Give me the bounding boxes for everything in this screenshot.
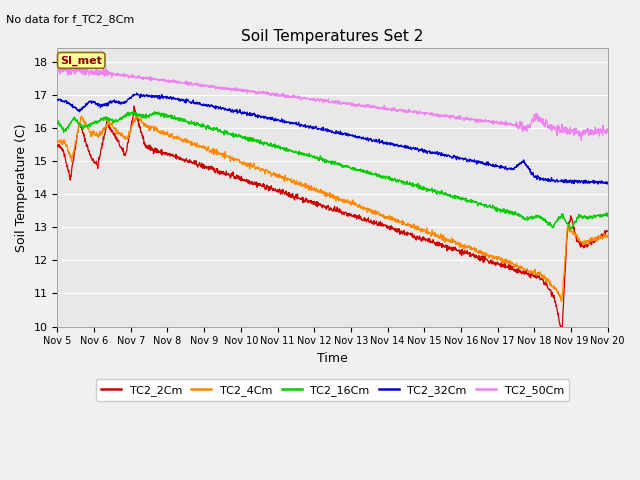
- Text: No data for f_TC2_8Cm: No data for f_TC2_8Cm: [6, 14, 134, 25]
- Text: SI_met: SI_met: [60, 55, 102, 65]
- Y-axis label: Soil Temperature (C): Soil Temperature (C): [15, 123, 28, 252]
- Legend: TC2_2Cm, TC2_4Cm, TC2_16Cm, TC2_32Cm, TC2_50Cm: TC2_2Cm, TC2_4Cm, TC2_16Cm, TC2_32Cm, TC…: [96, 380, 570, 401]
- X-axis label: Time: Time: [317, 352, 348, 365]
- Title: Soil Temperatures Set 2: Soil Temperatures Set 2: [241, 29, 424, 44]
